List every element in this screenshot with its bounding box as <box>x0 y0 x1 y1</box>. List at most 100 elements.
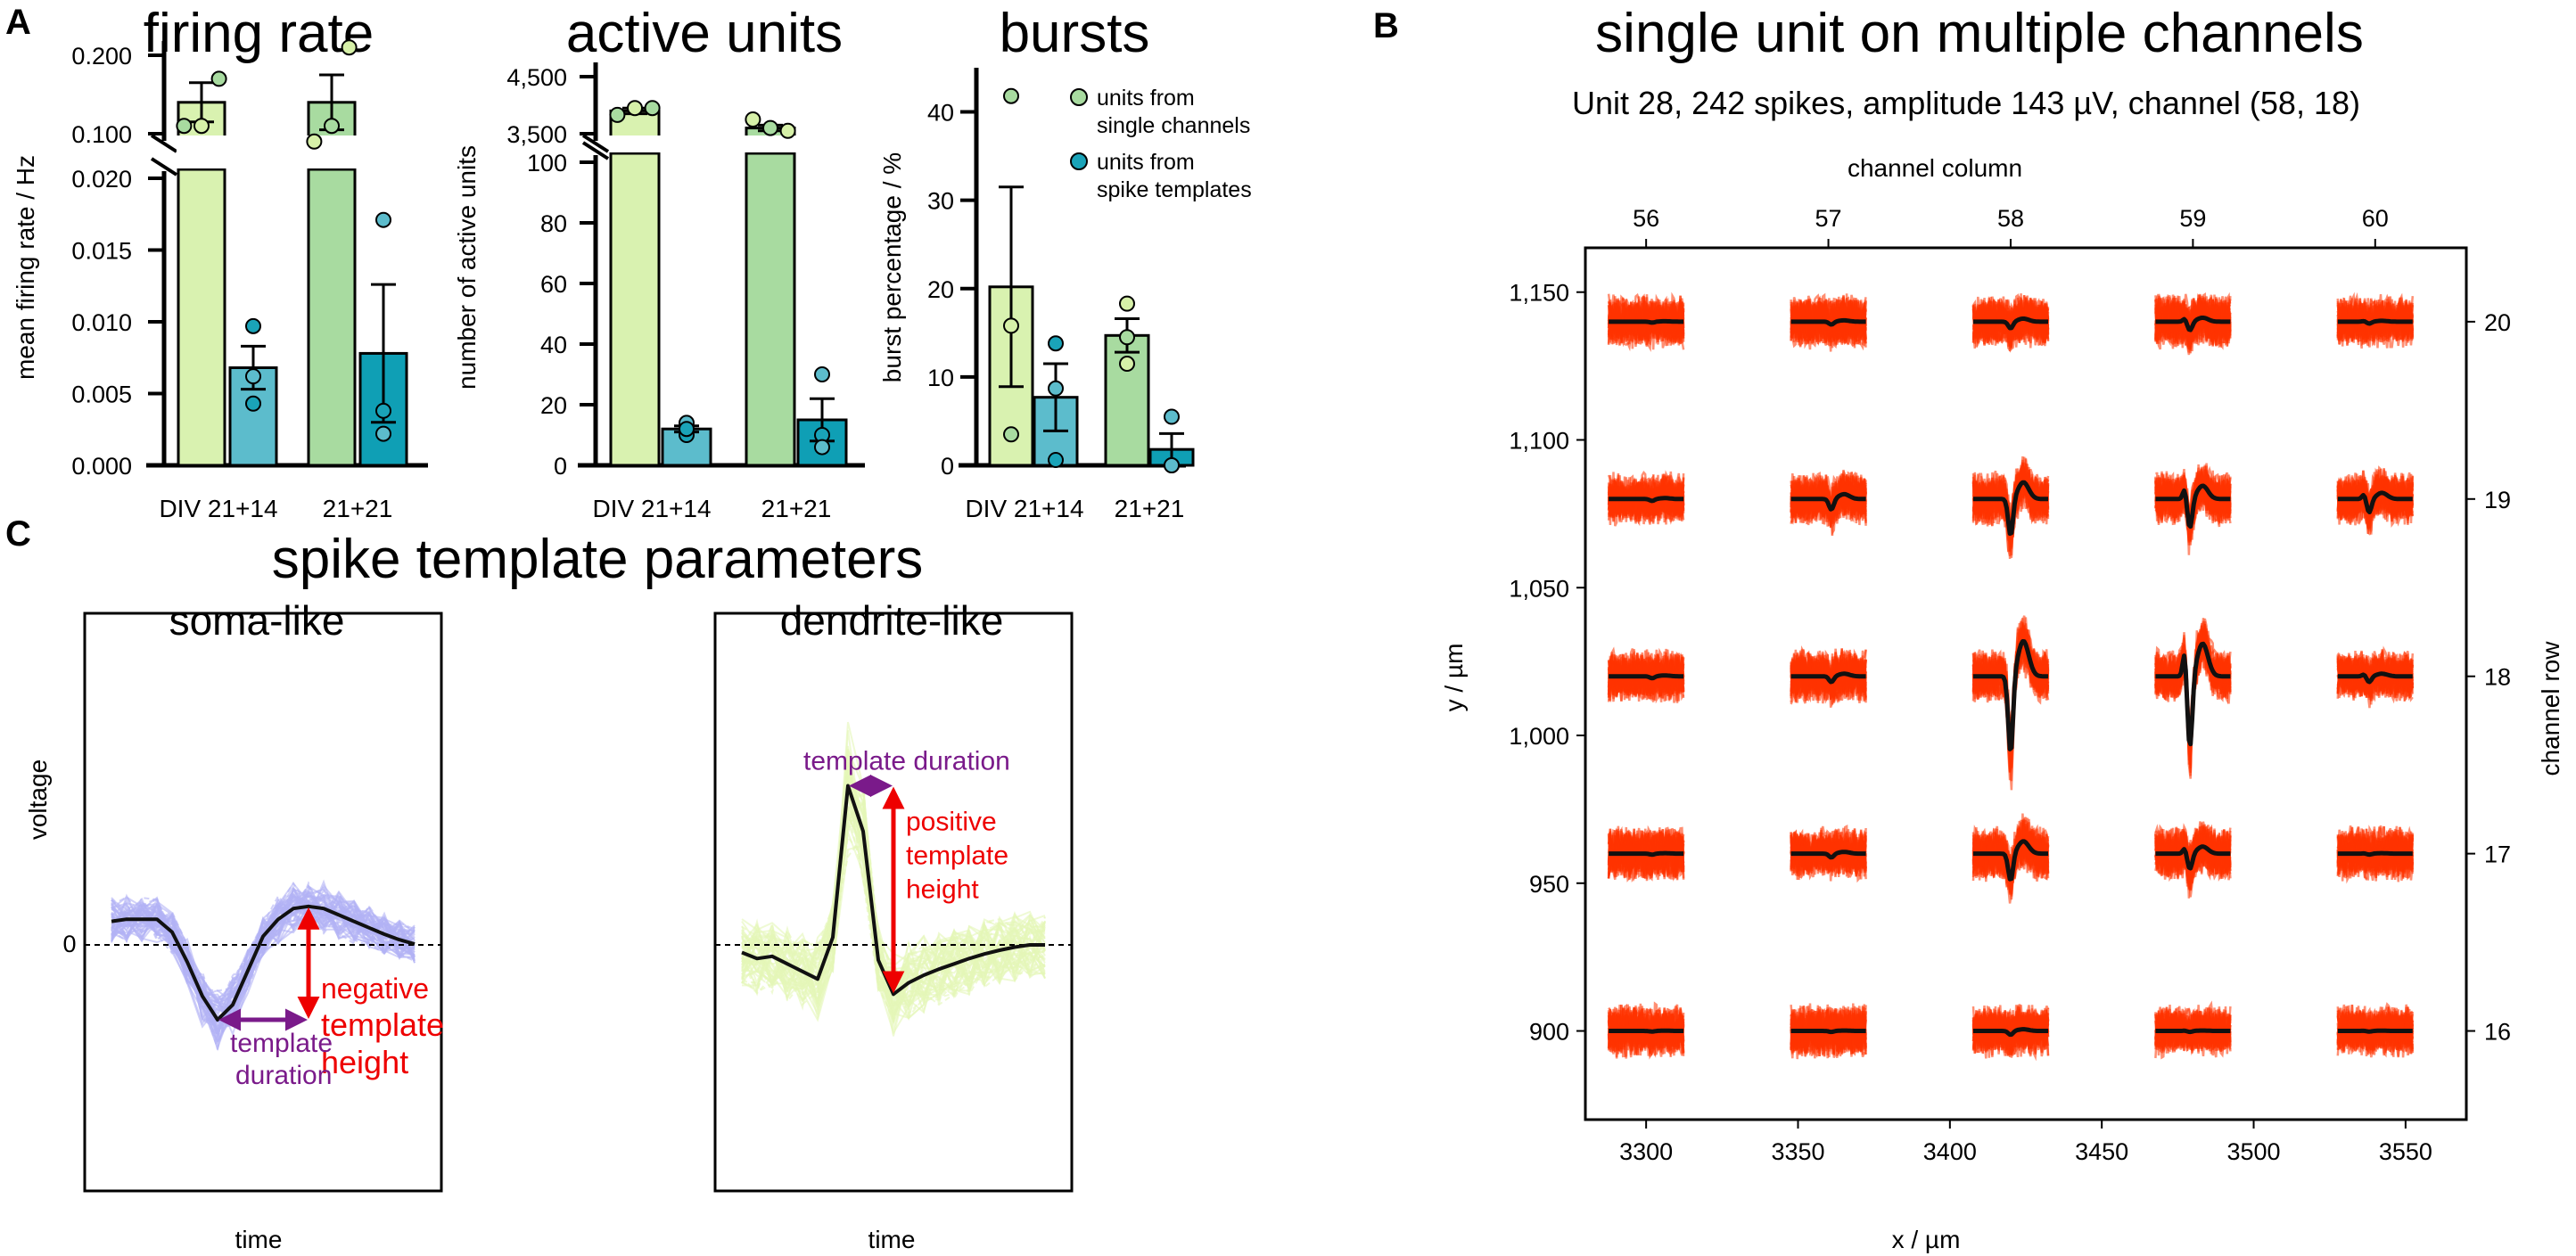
x-tick-label: 3500 <box>2226 1138 2280 1165</box>
spike-trace <box>1790 1013 1867 1052</box>
mean-template <box>1972 1027 2049 1038</box>
spike-trace <box>2336 297 2415 347</box>
axis-break-gap <box>177 135 226 168</box>
data-point <box>644 100 661 117</box>
bar <box>1104 333 1150 467</box>
data-point <box>814 366 830 382</box>
channel-cell <box>1607 470 1685 527</box>
data-point <box>1003 317 1019 334</box>
spike-trace <box>1608 479 1685 519</box>
legend-entry-single-line1: units from <box>1097 86 1195 111</box>
spike-trace <box>2154 826 2232 899</box>
channel-cell <box>1607 1001 1685 1060</box>
right-tick-label: 20 <box>2484 309 2511 336</box>
x-tick-label: DIV 21+14 <box>965 495 1083 522</box>
data-point <box>176 118 193 135</box>
spike-trace <box>741 789 1046 1005</box>
spike-trace <box>111 894 416 1052</box>
data-point <box>679 421 695 438</box>
mean-template <box>1790 317 1867 327</box>
plot-frame <box>713 612 1074 1193</box>
data-point <box>1048 335 1064 352</box>
data-point <box>210 70 227 87</box>
spike-trace <box>741 760 1046 1037</box>
dendrite-title: dendrite-like <box>780 597 1004 644</box>
right-tick-label: 16 <box>2484 1019 2511 1046</box>
mean-template <box>1608 318 1684 325</box>
panel-label-b: B <box>1373 6 1399 45</box>
panel-b-title: single unit on multiple channels <box>1595 3 2364 64</box>
axis-break-mark <box>581 141 610 160</box>
channel-cell <box>1790 1003 1867 1060</box>
y-tick-label: 1,150 <box>1509 280 1569 307</box>
channel-cell <box>1790 645 1867 708</box>
spike-trace <box>111 888 416 1017</box>
mean-template <box>2337 850 2414 858</box>
channel-cell <box>1790 825 1867 883</box>
soma-duration-label-2: duration <box>235 1061 332 1090</box>
legend-marker-single <box>1070 88 1088 106</box>
legend-entry-template-line2: spike templates <box>1097 177 1252 202</box>
data-point <box>627 100 643 117</box>
bar <box>307 168 357 467</box>
mean-template <box>2337 671 2414 685</box>
chart-title: active units <box>566 3 843 64</box>
data-point <box>193 118 210 135</box>
mean-template <box>1972 480 2049 537</box>
x-tick-label: 3400 <box>1923 1138 1977 1165</box>
top-tick-label: 56 <box>1633 205 1659 232</box>
data-point <box>745 111 761 127</box>
spike-trace <box>1971 1008 2050 1058</box>
legend-marker-template <box>1070 152 1088 170</box>
y-tick-label: 0.005 <box>71 382 132 408</box>
spike-template-chart: spike template parameters soma-like dend… <box>24 529 1074 1253</box>
right-tick-label: 18 <box>2484 664 2511 691</box>
channel-cell <box>2336 465 2415 536</box>
mean-template <box>2154 1028 2232 1035</box>
axis-break-mark <box>150 134 178 153</box>
x-axis-label: x / µm <box>1892 1226 1961 1253</box>
data-point <box>341 39 358 56</box>
neg-height-label-2: template <box>321 1006 444 1043</box>
axis-break-gap <box>609 135 661 152</box>
mean-template <box>1972 316 2049 331</box>
multichannel-chart: single unit on multiple channels Unit 28… <box>1440 3 2564 1253</box>
mean-template <box>1972 839 2049 882</box>
legend: units from single channels units from sp… <box>1070 86 1252 202</box>
y-tick-label: 0.020 <box>71 166 132 193</box>
mean-template <box>741 784 1045 997</box>
data-point <box>609 106 626 123</box>
zero-tick-label: 0 <box>62 931 76 957</box>
unit-info: Unit 28, 242 spikes, amplitude 143 µV, c… <box>1572 85 2360 121</box>
data-point <box>814 439 830 456</box>
mean-template <box>1608 673 1684 681</box>
mean-template <box>2154 844 2232 871</box>
data-point <box>1003 87 1019 104</box>
y-tick-label: 0.000 <box>71 453 132 480</box>
spike-trace <box>741 769 1046 1006</box>
spike-trace <box>1607 298 1685 345</box>
mean-template <box>1972 639 2049 751</box>
top-tick-label: 57 <box>1815 205 1842 232</box>
bursts-chart: bursts burst percentage / % DIV 21+14 21+21… <box>878 3 1195 522</box>
data-point <box>1164 457 1180 473</box>
channel-cell <box>1607 825 1685 883</box>
y-tick-label: 40 <box>540 332 567 358</box>
legend-entry-template-line1: units from <box>1097 150 1195 175</box>
y-tick-label: 100 <box>527 150 567 176</box>
y-tick-label: 3,500 <box>506 121 567 148</box>
mean-template <box>1790 1028 1867 1035</box>
neg-height-label-1: negative <box>321 973 429 1005</box>
channel-cell <box>2336 825 2415 884</box>
top-axis-label: channel column <box>1848 154 2022 182</box>
channel-cell <box>2336 1002 2415 1058</box>
y-tick-label: 1,050 <box>1509 575 1569 602</box>
legend-entry-single-line2: single channels <box>1097 113 1250 138</box>
chart-title: firing rate <box>144 3 374 64</box>
dendrite-time-label: time <box>868 1226 916 1253</box>
top-tick-label: 59 <box>2179 205 2206 232</box>
data-point <box>245 395 261 412</box>
y-tick-label: 20 <box>540 392 567 419</box>
channel-cell <box>2336 645 2415 709</box>
chart-title: bursts <box>1000 3 1150 64</box>
